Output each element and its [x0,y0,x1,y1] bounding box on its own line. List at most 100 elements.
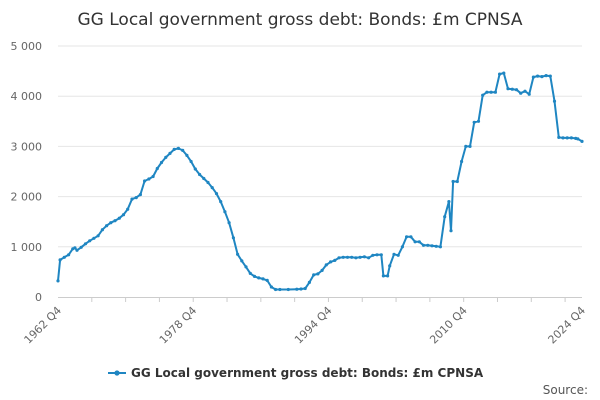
data-point[interactable] [493,90,497,94]
data-point[interactable] [176,146,180,150]
data-point[interactable] [198,172,202,177]
data-point[interactable] [476,119,481,123]
data-point[interactable] [155,166,159,171]
data-point[interactable] [286,287,290,292]
data-point[interactable] [236,252,240,256]
data-point[interactable] [367,256,371,260]
data-point[interactable] [371,253,375,257]
data-point[interactable] [320,268,324,272]
data-point[interactable] [278,287,282,292]
data-point[interactable] [409,235,413,239]
data-point[interactable] [460,159,464,164]
data-point[interactable] [126,207,130,211]
data-point[interactable] [265,278,269,282]
data-point[interactable] [138,193,142,197]
data-point[interactable] [527,92,531,96]
data-point[interactable] [405,235,409,239]
data-point[interactable] [358,255,362,259]
data-point[interactable] [481,93,485,97]
data-point[interactable] [489,90,493,94]
data-point[interactable] [400,245,404,249]
data-point[interactable] [451,179,455,184]
data-point[interactable] [540,75,544,79]
data-point[interactable] [88,239,92,243]
data-point[interactable] [430,244,434,248]
data-point[interactable] [227,221,231,225]
data-point[interactable] [333,258,337,262]
data-point[interactable] [316,272,320,276]
data-point[interactable] [295,287,299,291]
data-point[interactable] [580,139,584,143]
data-point[interactable] [134,196,138,200]
data-point[interactable] [552,99,557,103]
data-point[interactable] [341,255,345,259]
data-point[interactable] [274,287,278,292]
data-point[interactable] [447,200,451,204]
data-point[interactable] [73,246,77,250]
data-point[interactable] [548,74,552,78]
data-point[interactable] [354,256,358,260]
data-point[interactable] [113,219,117,223]
data-point[interactable] [544,74,548,78]
data-point[interactable] [189,159,193,164]
data-point[interactable] [413,240,417,244]
data-point[interactable] [257,276,261,280]
data-point[interactable] [130,197,134,201]
data-point[interactable] [324,263,328,267]
data-point[interactable] [202,176,206,181]
data-point[interactable] [244,265,248,269]
data-point[interactable] [223,210,227,214]
data-point[interactable] [75,248,79,252]
data-point[interactable] [164,155,168,159]
data-point[interactable] [443,215,447,219]
data-point[interactable] [210,186,214,190]
data-point[interactable] [396,253,400,257]
data-point[interactable] [569,136,574,140]
data-point[interactable] [519,91,523,95]
data-point[interactable] [536,74,540,78]
data-point[interactable] [219,200,223,204]
data-point[interactable] [214,192,219,196]
data-point[interactable] [109,221,113,225]
data-point[interactable] [58,258,62,262]
data-point[interactable] [261,277,265,281]
data-point[interactable] [514,88,519,92]
data-point[interactable] [468,144,472,148]
data-point[interactable] [417,240,421,244]
data-point[interactable] [386,274,390,278]
data-point[interactable] [381,274,385,278]
data-point[interactable] [345,255,350,259]
data-point[interactable] [375,253,379,257]
data-point[interactable] [388,264,392,268]
data-point[interactable] [151,174,155,179]
data-point[interactable] [168,151,172,155]
data-point[interactable] [523,89,527,93]
data-point[interactable] [531,75,536,79]
data-point[interactable] [485,90,489,94]
data-point[interactable] [498,72,502,76]
data-point[interactable] [426,243,430,247]
data-point[interactable] [576,137,580,141]
data-point[interactable] [438,245,442,249]
data-point[interactable] [67,253,71,257]
data-point[interactable] [421,243,426,247]
data-point[interactable] [206,180,210,185]
data-point[interactable] [172,147,176,151]
data-point[interactable] [350,255,354,259]
data-point[interactable] [83,242,88,246]
data-point[interactable] [299,287,303,291]
data-point[interactable] [181,148,185,152]
data-point[interactable] [56,279,60,283]
data-point[interactable] [185,153,189,157]
data-point[interactable] [506,87,510,91]
data-point[interactable] [392,252,396,256]
data-point[interactable] [159,160,164,165]
data-point[interactable] [312,273,316,277]
data-point[interactable] [510,87,514,91]
data-point[interactable] [147,177,151,181]
data-point[interactable] [121,213,126,217]
data-point[interactable] [472,120,476,124]
data-point[interactable] [303,286,307,291]
data-point[interactable] [248,271,252,275]
data-point[interactable] [565,136,569,140]
